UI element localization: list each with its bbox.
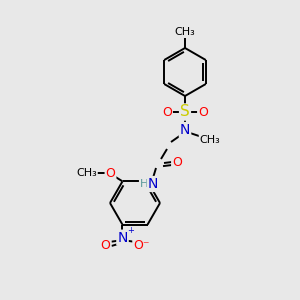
Text: O: O [162, 106, 172, 118]
Text: N: N [117, 231, 128, 245]
Text: N: N [148, 177, 158, 191]
Text: CH₃: CH₃ [200, 135, 220, 145]
Text: O: O [106, 167, 116, 180]
Text: O: O [172, 157, 182, 169]
Text: +: + [128, 226, 134, 235]
Text: H: H [140, 179, 148, 189]
Text: N: N [180, 123, 190, 137]
Text: CH₃: CH₃ [175, 27, 195, 37]
Text: O⁻: O⁻ [133, 239, 150, 252]
Text: O: O [100, 239, 110, 252]
Text: CH₃: CH₃ [76, 168, 97, 178]
Text: S: S [180, 104, 190, 119]
Text: O: O [198, 106, 208, 118]
